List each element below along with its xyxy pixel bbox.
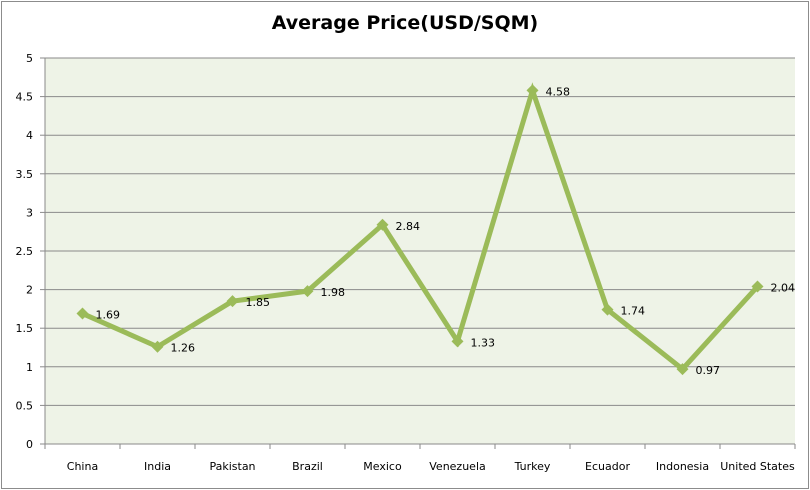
x-tick-label: China <box>67 460 98 473</box>
data-point <box>151 340 164 353</box>
data-label: 2.04 <box>771 282 796 295</box>
y-tick-label: 1 <box>26 361 33 374</box>
gridlines <box>45 57 795 445</box>
data-label: 1.74 <box>621 305 646 318</box>
y-tick-label: 1.5 <box>16 322 34 335</box>
y-tick-label: 3.5 <box>16 168 34 181</box>
data-markers <box>76 84 764 376</box>
y-tick-label: 2 <box>26 284 33 297</box>
data-label: 0.97 <box>696 364 721 377</box>
data-point <box>451 335 464 348</box>
y-tick-label: 0 <box>26 438 33 451</box>
x-tick-label: Mexico <box>363 460 402 473</box>
data-point <box>526 84 539 97</box>
x-tick-label: United States <box>720 460 795 473</box>
y-tick-label: 4 <box>26 129 33 142</box>
x-tick-label: Pakistan <box>209 460 255 473</box>
data-label: 2.84 <box>396 220 421 233</box>
x-tick-label: Venezuela <box>429 460 486 473</box>
y-axis: 0 0.5 1 1.5 2 2.5 3 3.5 4 4.5 5 <box>16 52 46 451</box>
data-point <box>76 307 89 320</box>
x-tick-label: Ecuador <box>585 460 630 473</box>
y-tick-label: 4.5 <box>16 91 34 104</box>
data-label: 1.33 <box>471 336 496 349</box>
x-tick-label: India <box>144 460 171 473</box>
data-point <box>226 295 239 308</box>
data-point <box>601 303 614 316</box>
data-point <box>301 285 314 298</box>
y-tick-label: 2.5 <box>16 245 34 258</box>
data-point <box>376 218 389 231</box>
y-tick-label: 5 <box>26 52 33 65</box>
y-tick-label: 3 <box>26 206 33 219</box>
x-axis: China India Pakistan Brazil Mexico Venezuela T… <box>44 443 796 473</box>
data-label: 1.69 <box>96 309 121 322</box>
chart-title: Average Price(USD/SQM) <box>271 12 539 34</box>
data-point <box>751 280 764 293</box>
data-labels: 1.69 1.26 1.85 1.98 2.84 1.33 4.58 1.74 0.97 2.04 <box>96 85 796 377</box>
y-tick-label: 0.5 <box>16 399 34 412</box>
data-label: 1.26 <box>171 342 196 355</box>
data-label: 1.98 <box>321 286 346 299</box>
data-point <box>676 363 689 376</box>
x-tick-label: Brazil <box>292 460 323 473</box>
x-tick-label: Turkey <box>514 460 551 473</box>
series-line <box>81 82 760 373</box>
data-label: 4.58 <box>546 85 571 98</box>
data-label: 1.85 <box>246 296 271 309</box>
x-tick-label: Indonesia <box>656 460 709 473</box>
